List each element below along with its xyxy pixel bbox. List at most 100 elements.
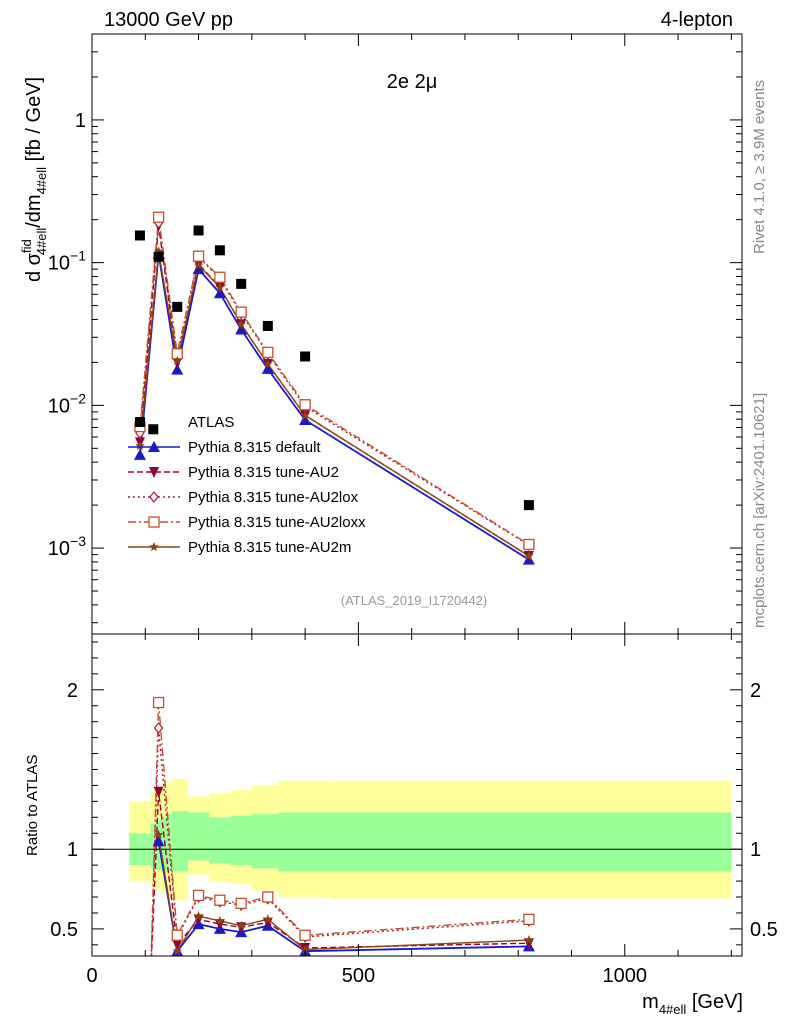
legend-label-data: ATLAS (188, 414, 234, 431)
ratio-line-au2loxx (150, 702, 529, 956)
main-panel: 10−3 10−2 10−1 1 (48, 33, 743, 635)
ratio-point-au2 (172, 939, 183, 951)
ratio-band-inner (209, 817, 231, 864)
ratio-frame (91, 633, 743, 957)
x-axis-label: m4#ell [GeV] (642, 991, 743, 1017)
legend-label-default: Pythia 8.315 default (188, 439, 321, 456)
series-point-au2m (300, 410, 310, 420)
legend: ATLAS Pythia 8.315 default Pythia 8.315 tu… (128, 414, 366, 556)
ratio-panel: 0.5 0.5 1 1 2 2 0 500 1000 (50, 633, 778, 987)
ratio-y-tick-label: 2 (67, 680, 78, 702)
ratio-band-inner (171, 810, 188, 872)
ratio-y-tick-label: 0.5 (50, 919, 78, 941)
series-point-au2m (236, 319, 246, 329)
ratio-point-au2loxx (235, 897, 247, 910)
ratio-band-inner (230, 815, 252, 866)
series-line-au2m (139, 251, 530, 557)
series-point-au2loxx (262, 346, 274, 359)
ratio-point-au2loxx (523, 913, 535, 925)
ratio-band-inner (187, 812, 210, 861)
data-point (523, 500, 534, 511)
ratio-line-au2m (157, 834, 529, 954)
analysis-id-label: (ATLAS_2019_I1720442) (341, 593, 487, 608)
rivet-version-label: Rivet 4.1.0, ≥ 3.9M events (751, 80, 768, 254)
ratio-point-au2lox (153, 722, 164, 735)
main-y-axis-label: d σfid4#ell/dm4#ell [fb / GeV] (19, 77, 49, 282)
data-point (172, 301, 183, 312)
ratio-point-au2loxx (171, 929, 183, 941)
ratio-band-inner (278, 812, 332, 872)
ratio-point-au2m (300, 944, 310, 954)
series-point-au2loxx (152, 211, 165, 223)
ratio-band-inner (166, 814, 172, 872)
main-plot-area (133, 211, 535, 565)
data-point (214, 245, 225, 256)
ratio-point-au2 (214, 919, 225, 931)
series-point-au2loxx (299, 399, 311, 411)
legend-marker-au2lox (149, 491, 159, 503)
series-point-au2m (263, 358, 273, 369)
ratio-point-au2 (153, 786, 164, 798)
header-process: 4-lepton (661, 9, 733, 31)
series-point-au2loxx (523, 538, 535, 551)
data-point (153, 251, 164, 262)
ratio-point-au2 (523, 938, 534, 950)
ratio-band-inner (161, 817, 167, 872)
ratio-y-tick-label-right: 2 (750, 680, 761, 702)
legend-marker-au2 (149, 467, 159, 478)
ratio-y-tick-label-right: 0.5 (750, 919, 778, 941)
series-point-au2m (215, 282, 225, 292)
data-point (236, 278, 247, 289)
ratio-band-inner (251, 814, 279, 869)
legend-label-au2: Pythia 8.315 tune-AU2 (188, 464, 339, 481)
ratio-point-au2 (193, 914, 204, 926)
series-point-au2m (524, 551, 534, 561)
ratio-point-au2m (524, 935, 534, 945)
data-point (300, 351, 311, 362)
ratio-point-au2m (215, 915, 225, 925)
ratio-x-tick-label: 0 (86, 965, 97, 987)
ratio-point-au2m (153, 829, 164, 839)
legend-marker-au2m (149, 542, 159, 552)
ratio-y-tick-label-right: 1 (750, 839, 761, 861)
legend-label-au2lox: Pythia 8.315 tune-AU2lox (188, 489, 359, 506)
ratio-plot-area (92, 696, 742, 956)
main-y-tick-label: 1 (75, 110, 86, 132)
main-y-tick-label: 10−2 (48, 390, 86, 417)
legend-marker-default (148, 441, 160, 452)
legend-label-au2m: Pythia 8.315 tune-AU2m (188, 539, 351, 556)
ratio-x-tick-label: 1000 (603, 965, 648, 987)
header-energy: 13000 GeV pp (104, 9, 233, 31)
series-line-au2 (139, 225, 530, 557)
ratio-point-au2 (262, 917, 273, 929)
ratio-point-au2m (263, 914, 273, 924)
ratio-x-tick-label: 500 (342, 965, 375, 987)
ratio-band-inner (331, 812, 732, 872)
data-point (262, 320, 273, 331)
legend-marker-data (135, 417, 145, 427)
data-point (193, 225, 204, 236)
series-point-au2loxx (214, 271, 226, 283)
main-y-tick-label: 10−1 (48, 248, 86, 275)
series-point-au2m (193, 260, 204, 270)
mcplots-label: mcplots.cern.ch [arXiv:2401.10621] (751, 393, 768, 628)
legend-marker-au2loxx (148, 516, 160, 528)
ratio-point-au2loxx (262, 891, 274, 903)
ratio-point-au2m (172, 946, 182, 956)
channel-label: 2e 2μ (387, 71, 437, 93)
series-line-au2loxx (139, 217, 530, 546)
series-point-au2loxx (235, 306, 247, 318)
series-point-au2m (172, 355, 182, 365)
series-point-default (133, 448, 146, 460)
data-point (134, 230, 145, 241)
series-point-au2loxx (192, 250, 205, 262)
ratio-point-au2loxx (214, 894, 226, 906)
legend-label-au2loxx: Pythia 8.315 tune-AU2loxx (188, 514, 366, 531)
ratio-point-au2loxx (299, 929, 311, 941)
ratio-point-au2loxx (152, 696, 165, 709)
series-point-default (171, 363, 184, 375)
data-point (148, 424, 159, 435)
svg-text:m4#ell [GeV]: m4#ell [GeV] (642, 991, 743, 1017)
ratio-y-tick-label: 1 (67, 839, 78, 861)
